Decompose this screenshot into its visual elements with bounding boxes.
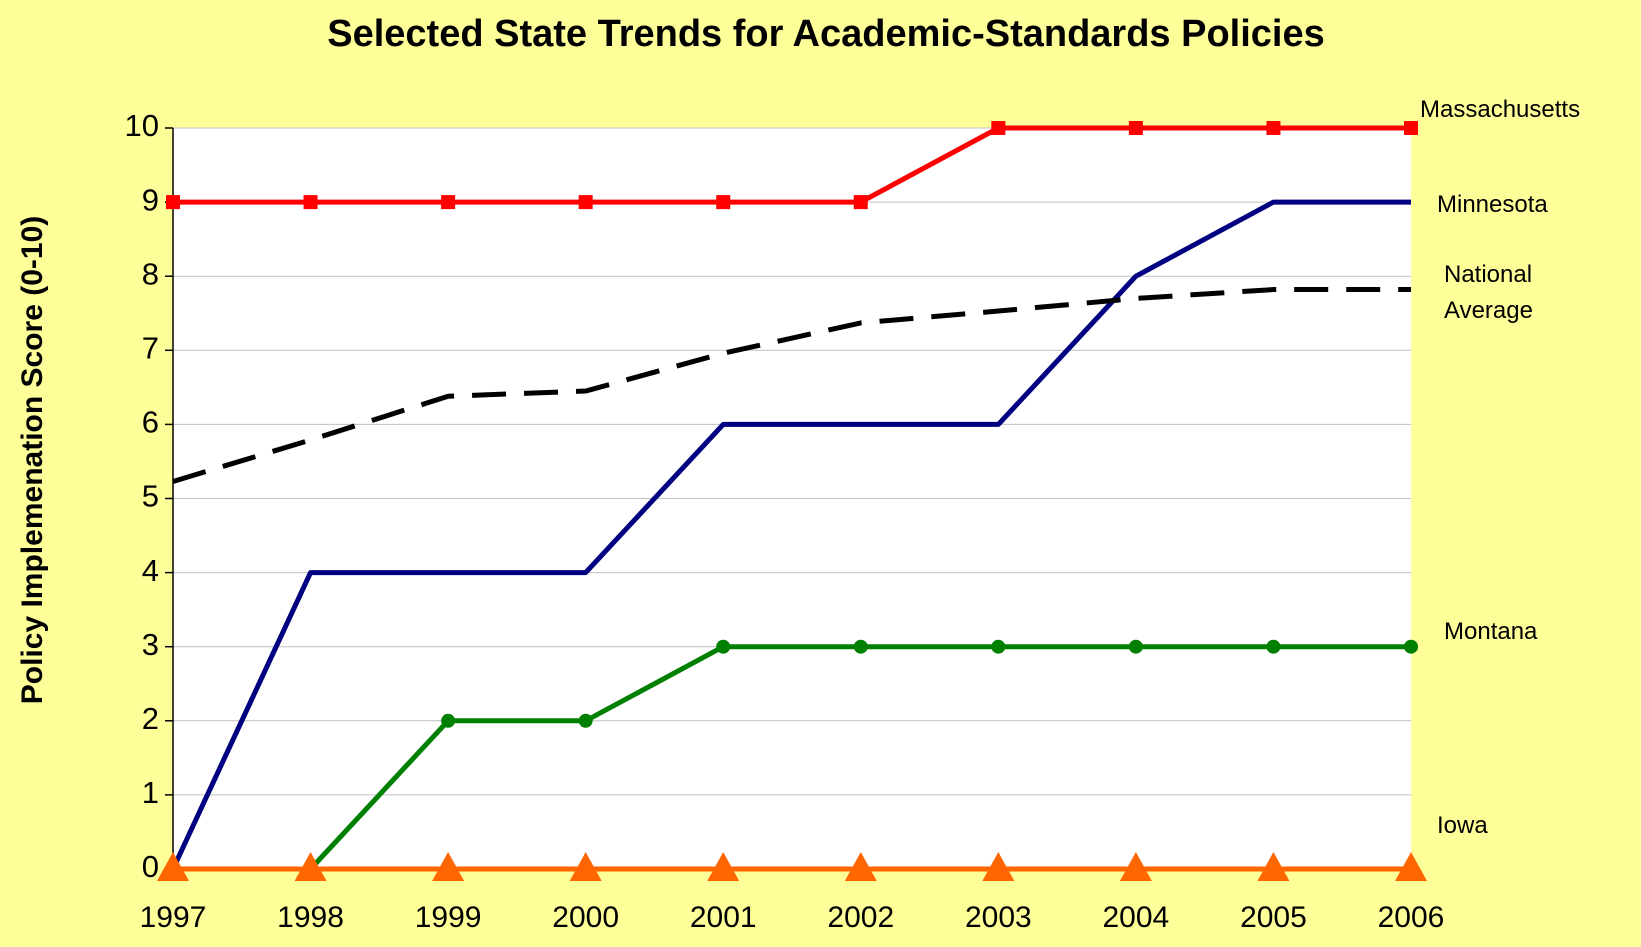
series-line <box>170 199 1411 871</box>
marker <box>1128 639 1143 654</box>
marker <box>303 195 318 210</box>
y-tick-label: 1 <box>142 775 159 810</box>
marker <box>1119 852 1152 881</box>
marker <box>991 121 1006 135</box>
y-tick-label: 5 <box>142 479 159 514</box>
y-tick-label: 10 <box>125 108 159 143</box>
series-line <box>173 125 1411 205</box>
marker <box>991 639 1006 654</box>
marker <box>982 852 1015 881</box>
marker <box>432 852 465 881</box>
marker <box>569 852 602 881</box>
y-tick-label: 8 <box>142 256 159 291</box>
marker <box>1128 121 1143 135</box>
series-label: Minnesota <box>1437 191 1548 218</box>
series-line <box>173 644 1411 872</box>
y-tick-label: 7 <box>142 330 159 365</box>
marker <box>1266 639 1281 654</box>
marker <box>844 852 877 881</box>
marker <box>441 195 456 210</box>
y-tick-label: 4 <box>142 553 159 588</box>
marker <box>1395 852 1427 881</box>
series-label: Iowa <box>1437 812 1488 839</box>
x-tick-label: 2005 <box>1240 901 1307 934</box>
x-tick-label: 1999 <box>415 901 482 934</box>
marker <box>166 195 180 210</box>
marker <box>1404 121 1418 135</box>
x-tick-label: 2001 <box>690 901 757 934</box>
marker <box>578 713 593 728</box>
x-tick-label: 2004 <box>1103 901 1170 934</box>
marker <box>707 852 740 881</box>
x-tick-label: 2002 <box>827 901 894 934</box>
marker <box>1404 639 1418 654</box>
marker <box>853 195 868 210</box>
x-tick-label: 1997 <box>140 901 207 934</box>
series-label: National Average <box>1444 261 1533 324</box>
y-tick-label: 9 <box>142 182 159 217</box>
marker <box>578 195 593 210</box>
x-tick-label: 2003 <box>965 901 1032 934</box>
series-line <box>172 287 1411 484</box>
y-axis-label: Policy Implemenation Score (0-10) <box>16 216 49 704</box>
x-tick-label: 1998 <box>277 901 344 934</box>
x-tick-label: 2006 <box>1378 901 1445 934</box>
y-tick-label: 6 <box>142 405 159 440</box>
marker <box>853 639 868 654</box>
chart-title: Selected State Trends for Academic-Stand… <box>327 13 1325 55</box>
series-label: Montana <box>1444 618 1538 645</box>
marker <box>1257 852 1290 881</box>
marker <box>157 852 189 881</box>
y-tick-label: 3 <box>142 627 159 662</box>
y-tick-label: 0 <box>142 849 159 884</box>
marker <box>716 639 731 654</box>
marker <box>716 195 731 210</box>
x-tick-label: 2000 <box>552 901 619 934</box>
y-tick-label: 2 <box>142 701 159 736</box>
marker <box>441 713 456 728</box>
marker <box>294 852 327 881</box>
marker <box>1266 121 1281 135</box>
series-label: Massachusetts <box>1420 96 1581 123</box>
